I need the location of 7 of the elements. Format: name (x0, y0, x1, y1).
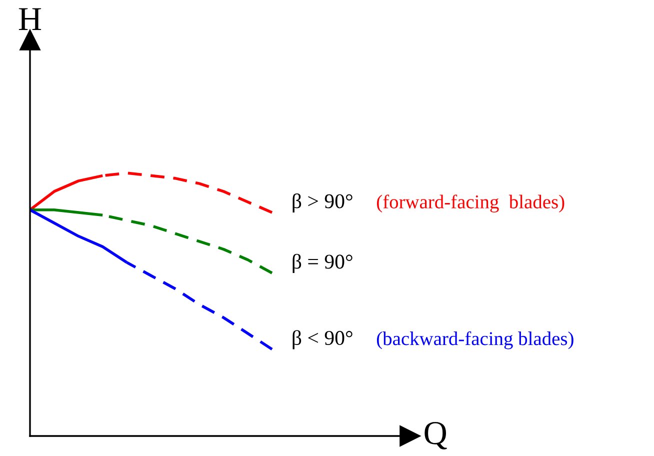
series-label: β = 90° (292, 254, 352, 273)
series-label: β > 90° (292, 193, 352, 212)
text: (backward-facing blades) (376, 331, 574, 350)
y-axis-title: H (18, 8, 42, 30)
text: (forward-facing blades) (376, 194, 564, 212)
series-label: β < 90° (292, 330, 352, 350)
x-axis-title: Q (424, 422, 447, 450)
